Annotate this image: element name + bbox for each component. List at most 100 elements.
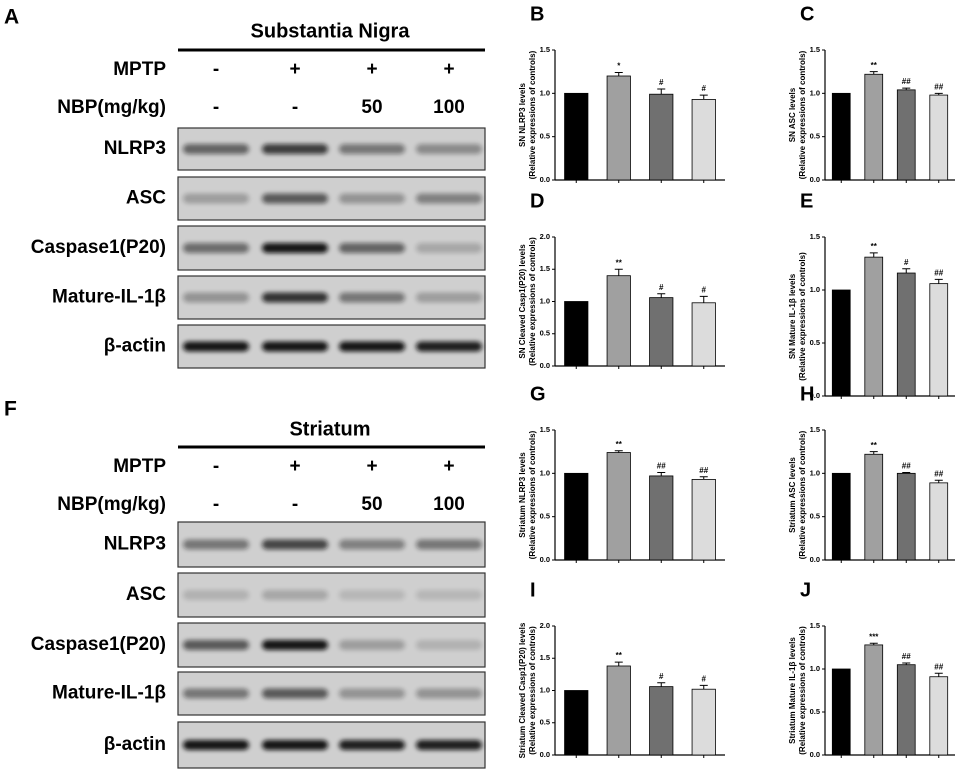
error-bar: [934, 672, 943, 677]
error-bar: [614, 72, 623, 76]
band: [339, 193, 405, 204]
significance: **: [871, 441, 878, 450]
band-label: ASC: [126, 584, 166, 605]
band: [416, 144, 482, 154]
error-bar: [902, 662, 911, 665]
band-label: Mature-IL-1β: [52, 287, 166, 308]
panel-letter: G: [530, 383, 546, 405]
bar: [896, 272, 916, 397]
band-label: ASC: [126, 188, 166, 209]
bar: [831, 289, 851, 397]
y-tick-label: 0.5: [810, 707, 820, 716]
bar: [929, 482, 949, 561]
bar: [831, 92, 851, 181]
y-tick-label: 0.5: [810, 338, 820, 347]
blot-title: Substantia Nigra: [251, 20, 411, 42]
y-tick-label: 1.5: [540, 653, 550, 662]
error-bar: [614, 661, 623, 666]
lane-value: 100: [433, 97, 465, 118]
error-bar: [657, 682, 666, 687]
significance: ##: [934, 269, 943, 278]
lane-value: 50: [361, 97, 382, 118]
lane-value: -: [213, 456, 219, 477]
band: [262, 243, 328, 253]
y-axis-label: (Relative expressions of controls): [528, 626, 537, 755]
band-label: NLRP3: [104, 534, 166, 555]
y-axis-label: (Relative expressions of controls): [528, 237, 537, 366]
panel-letter: I: [530, 579, 536, 601]
lane-value: -: [213, 494, 219, 515]
y-tick-label: 1.5: [810, 621, 820, 630]
error-bar: [934, 278, 943, 284]
significance: **: [616, 651, 623, 660]
y-axis-label: SN Mature IL-1β levels: [788, 273, 797, 359]
panel-letter: F: [4, 398, 17, 421]
bar: [864, 256, 884, 397]
significance: ##: [902, 462, 911, 471]
bar: [564, 92, 589, 181]
significance: #: [659, 78, 664, 87]
panel-letter: H: [800, 383, 814, 405]
y-tick-label: 0.0: [540, 361, 550, 370]
band: [183, 688, 249, 699]
band: [262, 341, 328, 352]
error-bar: [902, 471, 911, 474]
band-label: NLRP3: [104, 138, 166, 159]
band: [339, 539, 405, 550]
panel-letter: C: [800, 3, 814, 25]
error-bar: [934, 479, 943, 483]
band: [339, 243, 405, 253]
error-bar: [657, 293, 666, 298]
bar: [864, 644, 884, 756]
y-axis-label: (Relative expressions of controls): [798, 50, 807, 179]
panel-letter: B: [530, 3, 544, 25]
bar: [649, 297, 674, 367]
band-label: β-actin: [104, 734, 166, 755]
y-tick-label: 2.0: [540, 621, 550, 630]
band: [339, 144, 405, 154]
significance: ##: [934, 82, 943, 91]
error-bar: [699, 295, 708, 303]
bar: [864, 453, 884, 561]
y-tick-label: 1.5: [810, 425, 820, 434]
band: [183, 640, 249, 650]
y-axis-label: SN ASC levels: [788, 87, 797, 142]
y-axis-label: SN Cleaved Casp1(P20) levels: [518, 244, 527, 359]
panel-letter: A: [4, 6, 19, 29]
band: [183, 243, 249, 253]
y-tick-label: 1.5: [540, 264, 550, 273]
y-tick-label: 1.0: [810, 664, 820, 673]
significance: **: [871, 61, 878, 70]
y-tick-label: 1.5: [810, 232, 820, 241]
bar: [649, 686, 674, 756]
significance: #: [659, 283, 664, 292]
y-axis-label: Striatum ASC levels: [788, 457, 797, 533]
error-bar: [699, 476, 708, 480]
y-axis-label: SN NLRP3 levels: [518, 82, 527, 147]
band: [339, 590, 405, 600]
error-bar: [869, 252, 878, 258]
band: [416, 640, 482, 650]
y-axis-label: Striatum NLRP3 levels: [518, 452, 527, 538]
band: [339, 292, 405, 303]
significance: ##: [902, 77, 911, 86]
significance: #: [702, 285, 707, 294]
error-bar: [614, 450, 623, 453]
band: [262, 640, 328, 650]
significance: #: [904, 258, 909, 267]
error-bar: [869, 642, 878, 645]
y-tick-label: 0.0: [810, 175, 820, 184]
panel-letter: E: [800, 190, 813, 212]
y-tick-label: 1.5: [540, 425, 550, 434]
significance: **: [616, 440, 623, 449]
y-tick-label: 2.0: [540, 232, 550, 241]
lane-value: -: [292, 97, 298, 118]
y-tick-label: 0.5: [540, 512, 550, 521]
error-bar: [699, 684, 708, 690]
bar: [896, 89, 916, 181]
y-tick-label: 0.5: [540, 132, 550, 141]
y-tick-label: 0.0: [810, 555, 820, 564]
significance: ##: [934, 662, 943, 671]
band: [339, 740, 405, 750]
